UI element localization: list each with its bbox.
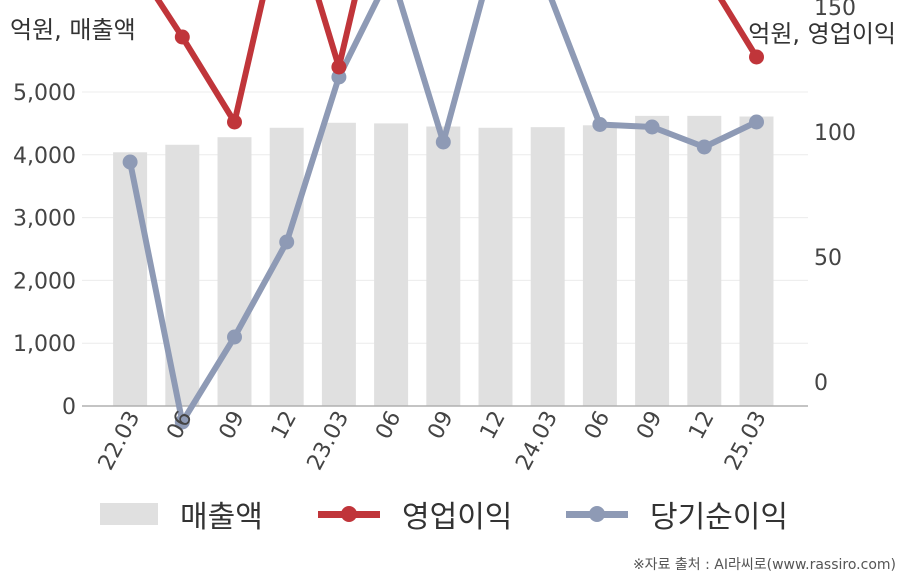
legend-label-net-income: 당기순이익 [650,500,788,535]
line-series [122,0,764,430]
point-net-income [122,154,138,170]
legend-item-operating-profit: 영업이익 [318,492,512,536]
x-axis-ticks: 22.03 06 09 12 23.03 06 09 12 24.03 06 09 12 25.03 [94,407,772,474]
x-tick-label: 06 [162,407,197,443]
legend: 매출액 영업이익 당기순이익 [0,492,908,536]
x-tick-label: 24.03 [511,407,563,474]
x-tick-label: 12 [476,407,511,443]
y-right-tick-label: 0 [814,371,828,396]
x-tick-label: 09 [215,407,250,443]
point-net-income [279,234,295,250]
x-tick-label: 12 [267,407,302,443]
left-axis-unit-label: 억원, 매출액 [10,16,136,44]
bar-revenue [582,125,617,406]
source-note: ※자료 출처 : AI라씨로(www.rassiro.com) [632,557,896,573]
bar-revenue [635,115,670,406]
line-operating-profit [154,0,760,125]
bars-revenue [113,115,774,407]
point-net-income [227,329,242,345]
y-left-tick-label: 5,000 [13,81,76,106]
y-axis-left: 0 1,000 2,000 3,000 4,000 5,000 [13,81,76,420]
bar-revenue [478,127,513,407]
x-tick-label: 12 [684,407,719,443]
bar-revenue [321,122,356,406]
x-tick-label: 25.03 [720,407,772,474]
point-net-income [696,139,712,155]
y-right-tick-label: 50 [814,246,842,271]
y-axis-right: 050100150200 [814,0,856,396]
y-left-tick-label: 1,000 [13,332,76,357]
legend-swatch-operating-profit [318,503,380,525]
bar-revenue [530,127,565,406]
x-tick-label: 09 [423,407,458,443]
bar-revenue [739,116,774,406]
point-operating-profit [174,29,190,45]
x-tick-label: 09 [632,407,667,443]
legend-label-operating-profit: 영업이익 [402,500,513,535]
bar-revenue [687,115,722,406]
legend-label-revenue: 매출액 [180,500,263,535]
point-net-income [644,119,660,135]
point-operating-profit [749,49,764,65]
y-right-tick-label: 100 [814,121,856,146]
point-operating-profit [331,59,347,75]
bar-revenue [217,137,252,406]
y-left-tick-label: 0 [62,395,76,420]
point-net-income [174,414,190,430]
x-tick-label: 22.03 [94,407,146,474]
legend-swatch-revenue [100,503,158,525]
legend-item-net-income: 당기순이익 [566,492,788,536]
point-net-income [592,117,608,132]
y-left-tick-label: 3,000 [13,207,76,232]
y-left-tick-label: 4,000 [13,144,76,169]
legend-swatch-net-income [566,503,628,525]
x-tick-label: 06 [371,407,406,443]
y-right-tick-label: 150 [814,0,856,21]
x-tick-label: 06 [580,407,615,443]
x-tick-label: 23.03 [303,407,355,474]
bar-revenue [426,126,461,406]
point-net-income [749,114,764,130]
legend-item-revenue: 매출액 [100,492,263,536]
y-left-tick-label: 2,000 [13,269,76,294]
bar-revenue [374,123,409,407]
point-operating-profit [227,114,242,130]
bar-revenue [113,152,148,406]
point-net-income [435,134,451,150]
right-axis-unit-label: 억원, 영업이익 [748,20,896,48]
